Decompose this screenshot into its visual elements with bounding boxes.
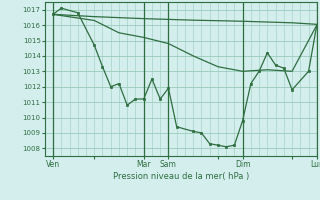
X-axis label: Pression niveau de la mer( hPa ): Pression niveau de la mer( hPa ): [113, 172, 249, 181]
